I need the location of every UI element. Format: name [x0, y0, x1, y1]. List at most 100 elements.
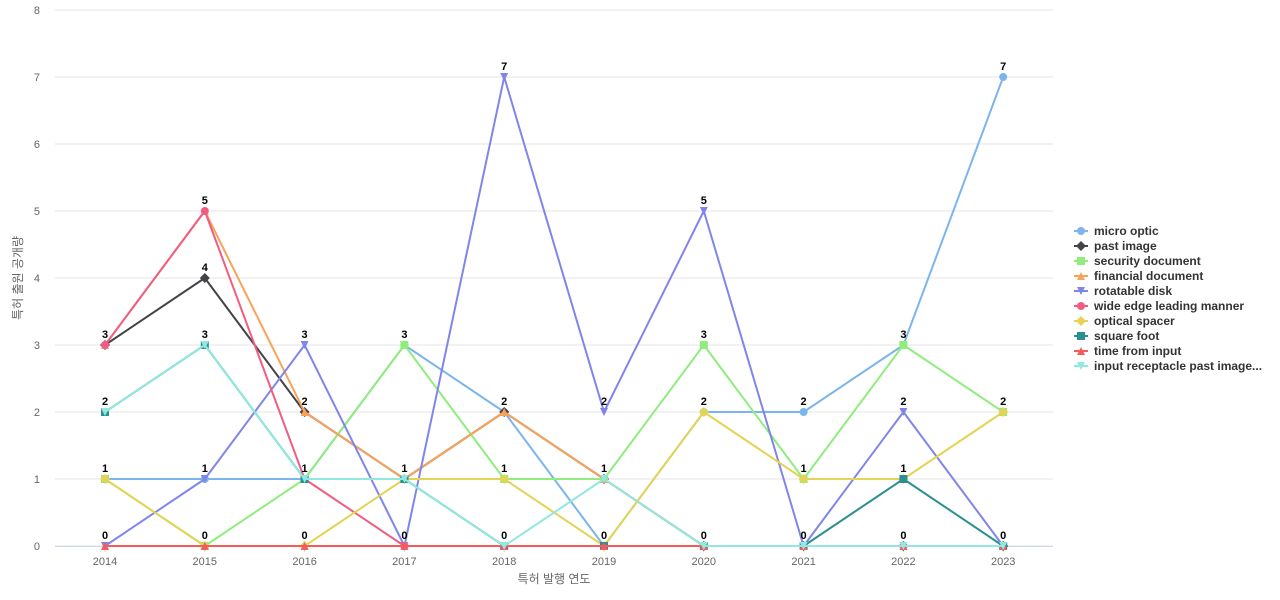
legend-marker — [1077, 227, 1085, 235]
data-point[interactable] — [300, 475, 309, 483]
data-point[interactable] — [400, 542, 409, 550]
data-label: 3 — [102, 329, 108, 341]
legend-marker — [1077, 302, 1085, 310]
data-point[interactable] — [200, 542, 209, 550]
data-point[interactable] — [698, 407, 709, 417]
data-point[interactable] — [500, 73, 509, 81]
data-point[interactable] — [500, 408, 509, 416]
legend-item[interactable]: rotatable disk — [1074, 284, 1172, 298]
data-point[interactable] — [998, 407, 1009, 417]
legend-item[interactable]: financial document — [1074, 269, 1203, 283]
data-label: 0 — [302, 530, 308, 542]
data-point[interactable] — [899, 408, 908, 416]
data-point[interactable] — [699, 542, 708, 550]
data-label: 4 — [202, 262, 209, 274]
data-point[interactable] — [200, 341, 209, 349]
legend-marker — [1076, 241, 1086, 251]
data-label: 1 — [401, 463, 407, 475]
data-label: 0 — [801, 530, 807, 542]
data-point[interactable] — [799, 408, 808, 416]
legend-label: micro optic — [1094, 224, 1159, 238]
data-label: 7 — [1000, 61, 1006, 73]
legend-item[interactable]: wide edge leading manner — [1074, 299, 1244, 313]
data-label: 2 — [1000, 396, 1006, 408]
series-line[interactable] — [104, 344, 1005, 547]
data-label: 2 — [900, 396, 906, 408]
data-label: 2 — [302, 396, 308, 408]
data-label: 1 — [900, 463, 906, 475]
data-point[interactable] — [600, 408, 608, 416]
data-label: 0 — [102, 530, 108, 542]
legend-item[interactable]: micro optic — [1074, 224, 1159, 238]
data-point[interactable] — [101, 542, 109, 550]
data-point[interactable] — [500, 542, 509, 550]
data-label: 0 — [1000, 530, 1006, 542]
data-point[interactable] — [101, 408, 109, 416]
series-line[interactable] — [104, 210, 1005, 547]
legend-label: time from input — [1094, 344, 1181, 358]
data-label: 0 — [900, 530, 906, 542]
data-point[interactable] — [699, 207, 708, 215]
data-point[interactable] — [200, 207, 209, 215]
data-label: 3 — [202, 329, 208, 341]
legend-item[interactable]: input receptacle past image... — [1074, 359, 1262, 373]
data-label: 3 — [701, 329, 707, 341]
data-point[interactable] — [899, 475, 908, 483]
data-point[interactable] — [300, 341, 309, 349]
x-tick-label: 2021 — [791, 556, 815, 568]
data-point[interactable] — [400, 341, 409, 349]
data-point[interactable] — [600, 542, 608, 550]
series-layer — [100, 73, 1009, 551]
data-label: 1 — [102, 463, 108, 475]
series-line[interactable] — [104, 76, 1005, 547]
data-point[interactable] — [999, 73, 1008, 81]
data-point[interactable] — [300, 408, 309, 416]
x-tick-label: 2023 — [991, 556, 1015, 568]
data-point[interactable] — [999, 542, 1008, 550]
x-tick-label: 2015 — [193, 556, 217, 568]
x-tick-label: 2017 — [392, 556, 416, 568]
data-point[interactable] — [899, 542, 908, 550]
data-point[interactable] — [798, 474, 809, 484]
legend-item[interactable]: security document — [1074, 254, 1201, 268]
data-label: 2 — [102, 396, 108, 408]
legend-item[interactable]: square foot — [1074, 329, 1159, 343]
data-point[interactable] — [100, 474, 110, 484]
data-point[interactable] — [101, 341, 109, 349]
y-tick-label: 7 — [34, 72, 40, 84]
x-tick-label: 2018 — [492, 556, 516, 568]
x-tick-label: 2019 — [592, 556, 616, 568]
series-financial-document — [101, 207, 1008, 550]
y-tick-label: 8 — [34, 5, 40, 17]
data-point[interactable] — [600, 475, 608, 483]
data-label: 2 — [701, 396, 707, 408]
series-line[interactable] — [104, 344, 1005, 547]
data-label: 3 — [302, 329, 308, 341]
data-point[interactable] — [400, 475, 409, 483]
legend-marker — [1076, 316, 1086, 326]
series-line[interactable] — [104, 210, 1005, 547]
x-axis-title: 특허 발행 연도 — [518, 571, 591, 586]
legend-item[interactable]: time from input — [1074, 344, 1181, 358]
legend-marker — [1077, 257, 1085, 265]
series-line[interactable] — [104, 76, 1005, 547]
y-tick-label: 6 — [34, 139, 40, 151]
data-point[interactable] — [199, 273, 210, 283]
legend-item[interactable]: past image — [1074, 239, 1157, 253]
data-point[interactable] — [300, 542, 309, 550]
data-point[interactable] — [200, 475, 209, 483]
y-tick-label: 1 — [34, 474, 40, 486]
data-label: 7 — [501, 61, 507, 73]
legend-item[interactable]: optical spacer — [1074, 314, 1175, 328]
data-label: 2 — [801, 396, 807, 408]
data-point[interactable] — [899, 341, 908, 349]
data-point[interactable] — [699, 341, 708, 349]
data-point[interactable] — [499, 474, 510, 484]
data-point[interactable] — [799, 542, 808, 550]
legend-label: rotatable disk — [1094, 284, 1172, 298]
data-label: 2 — [501, 396, 507, 408]
data-label: 0 — [401, 530, 407, 542]
